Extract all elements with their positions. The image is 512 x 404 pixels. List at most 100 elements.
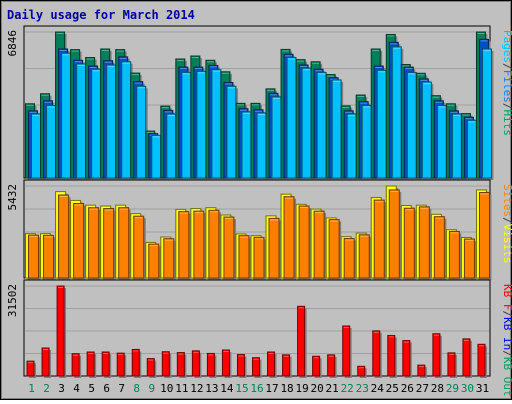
y-max-label: 6846 xyxy=(6,30,19,57)
legend-item: / xyxy=(501,63,512,70)
bar-sites-day-6 xyxy=(103,208,116,280)
day-label: 5 xyxy=(88,382,95,395)
day-label: 17 xyxy=(265,382,278,395)
bar-kbf-day-16 xyxy=(252,357,262,378)
y-max-label: 5432 xyxy=(6,184,19,211)
legend-item: Visits xyxy=(501,224,512,264)
day-label: 7 xyxy=(118,382,125,395)
day-label: 15 xyxy=(235,382,248,395)
bar-kbf-day-5 xyxy=(86,351,97,378)
bar-sites-day-17 xyxy=(268,217,282,280)
bar-kbf-day-17 xyxy=(267,351,277,378)
bar-sites-day-7 xyxy=(118,207,131,280)
day-label: 13 xyxy=(205,382,218,395)
bar-sites-day-5 xyxy=(88,207,101,280)
day-label: 11 xyxy=(175,382,188,395)
bar-sites-day-11 xyxy=(178,211,191,280)
legend-item: Hits xyxy=(501,110,512,137)
day-label: 16 xyxy=(250,382,263,395)
legend-item: / xyxy=(501,311,512,318)
day-label: 24 xyxy=(371,382,385,395)
bar-kbf-day-28 xyxy=(432,333,442,378)
day-label: 9 xyxy=(148,382,155,395)
bar-kbf-day-22 xyxy=(342,325,352,378)
bar-kbf-day-14 xyxy=(221,349,232,378)
bar-sites-day-22 xyxy=(343,238,357,280)
bar-sites-day-24 xyxy=(373,199,387,280)
bar-kbf-day-11 xyxy=(176,352,187,378)
legend-item: Files xyxy=(501,70,512,103)
bar-sites-day-23 xyxy=(358,234,372,280)
legend-item: Pages xyxy=(501,30,512,63)
bar-kbf-day-15 xyxy=(236,354,247,378)
bar-sites-day-28 xyxy=(433,216,447,280)
y-max-label: 31502 xyxy=(6,284,19,317)
bar-sites-day-30 xyxy=(463,238,477,280)
legend-item: / xyxy=(501,103,512,110)
legend-label: Pages/Files/Hits xyxy=(501,30,512,136)
legend-item: / xyxy=(501,350,512,357)
bar-sites-day-1 xyxy=(28,234,41,280)
day-label: 3 xyxy=(58,382,65,395)
day-label: 25 xyxy=(386,382,399,395)
bar-sites-day-10 xyxy=(163,238,176,280)
day-label: 23 xyxy=(356,382,369,395)
bar-kbf-day-19 xyxy=(297,305,307,378)
bar-kbf-day-3 xyxy=(56,285,67,378)
bar-sites-day-29 xyxy=(448,230,462,280)
legend-item: KB F xyxy=(501,284,512,311)
bar-sites-day-16 xyxy=(253,236,266,280)
bar-kbf-day-13 xyxy=(206,352,217,378)
day-label: 12 xyxy=(190,382,203,395)
bar-kbf-day-20 xyxy=(312,355,322,378)
day-label: 21 xyxy=(326,382,339,395)
day-labels: 1 2 3 4 5 6 7 8 9 10 11 12 13 14 15 16 17 18 19 20 21 22 23 24 2… xyxy=(28,382,489,395)
legend-label: Sites/Visits xyxy=(501,184,512,264)
day-label: 4 xyxy=(73,382,80,395)
bar-pages-day-31 xyxy=(481,48,494,180)
bar-kbf-day-10 xyxy=(161,351,172,378)
bar-sites-day-4 xyxy=(73,202,86,280)
day-label: 28 xyxy=(431,382,444,395)
bar-sites-day-15 xyxy=(238,235,251,280)
legend-item: / xyxy=(501,217,512,224)
bar-kbf-day-2 xyxy=(41,347,52,378)
day-label: 31 xyxy=(476,382,489,395)
bar-sites-day-14 xyxy=(223,216,236,280)
legend-label: KB F/KB In/KB Out xyxy=(501,284,512,397)
day-label: 19 xyxy=(295,382,308,395)
bar-sites-day-8 xyxy=(133,215,146,280)
panel-visits-sites: 5432 Sites/Visits xyxy=(6,179,512,280)
bar-sites-day-26 xyxy=(403,207,417,280)
day-label: 18 xyxy=(280,382,293,395)
bar-sites-day-3 xyxy=(58,194,71,280)
bar-sites-day-12 xyxy=(193,210,206,280)
bar-kbf-day-24 xyxy=(372,330,382,378)
day-label: 22 xyxy=(341,382,354,395)
bar-kbf-day-9 xyxy=(146,358,157,378)
bar-sites-day-9 xyxy=(148,243,161,280)
bar-sites-day-31 xyxy=(478,191,492,280)
bar-sites-day-19 xyxy=(298,205,312,280)
bar-sites-day-21 xyxy=(328,219,342,280)
bar-kbf-day-12 xyxy=(191,350,202,378)
day-label: 30 xyxy=(461,382,474,395)
legend-item: KB Out xyxy=(501,357,512,397)
day-label: 10 xyxy=(160,382,173,395)
bar-sites-day-2 xyxy=(43,234,56,280)
bar-kbf-day-26 xyxy=(402,340,412,378)
bar-kbf-day-18 xyxy=(282,354,292,378)
legend-item: KB In xyxy=(501,317,512,350)
bar-kbf-day-31 xyxy=(477,343,487,378)
bar-kbf-day-1 xyxy=(26,360,37,378)
day-label: 2 xyxy=(43,382,50,395)
bar-kbf-day-25 xyxy=(387,334,397,378)
day-label: 1 xyxy=(28,382,35,395)
bar-kbf-day-23 xyxy=(357,365,367,378)
bar-kbf-day-30 xyxy=(462,338,472,378)
bar-kbf-day-29 xyxy=(447,352,457,378)
chart-title: Daily usage for March 2014 xyxy=(7,8,195,22)
